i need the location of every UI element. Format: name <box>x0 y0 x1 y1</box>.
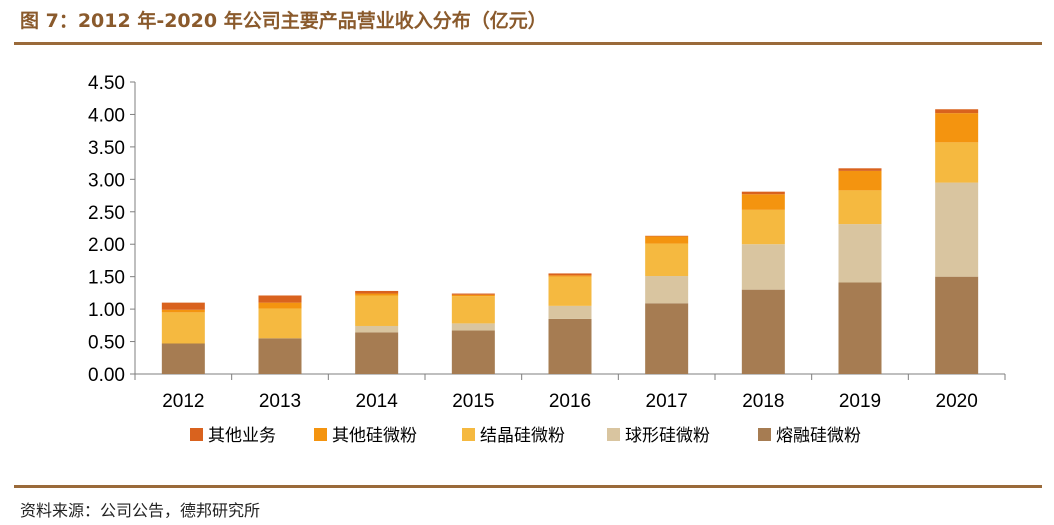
bar-segment <box>258 308 302 339</box>
x-tick-label: 2016 <box>549 391 591 412</box>
bottom-rule <box>14 485 1042 488</box>
x-tick-label: 2019 <box>839 391 881 412</box>
bar-segment <box>838 190 882 225</box>
bar-segment <box>355 325 399 333</box>
legend-label: 其他硅微粉 <box>332 426 417 446</box>
y-tick-label: 0.50 <box>88 333 125 354</box>
bar-segment <box>161 309 205 313</box>
bar-segment <box>741 194 785 210</box>
bar-segment <box>741 244 785 290</box>
bar-segment <box>838 282 882 374</box>
y-tick-label: 1.00 <box>88 300 125 321</box>
legend-label: 结晶硅微粉 <box>480 426 565 446</box>
bar-segment <box>935 276 979 374</box>
bar-segment <box>645 276 689 304</box>
x-axis: 2012 2013 2014 2015 2016 2017 2018 2019 2020 <box>134 373 1006 412</box>
source-note: 资料来源：公司公告，德邦研究所 <box>20 501 261 520</box>
bars <box>161 109 979 374</box>
legend-label: 其他业务 <box>208 426 276 446</box>
y-axis: 0.00 0.50 1.00 1.50 2.00 2.50 3.00 3.50 4.00 4.50 <box>88 73 136 386</box>
y-tick-label: 3.50 <box>88 138 125 159</box>
x-tick-label: 2020 <box>936 391 978 412</box>
legend-swatch <box>190 428 203 441</box>
bar-segment <box>451 323 495 331</box>
bar-segment <box>741 191 785 195</box>
y-tick-label: 2.50 <box>88 203 125 224</box>
bar-segment <box>355 332 399 374</box>
bar-segment <box>645 235 689 237</box>
legend-swatch <box>462 428 475 441</box>
bar-segment <box>935 142 979 183</box>
bar-segment <box>645 303 689 374</box>
legend-swatch <box>607 428 620 441</box>
bar-segment <box>548 276 592 306</box>
legend-swatch <box>758 428 771 441</box>
bar-segment <box>645 236 689 244</box>
x-tick-label: 2012 <box>162 391 204 412</box>
x-tick-label: 2017 <box>646 391 688 412</box>
y-tick-label: 3.00 <box>88 170 125 191</box>
bar-segment <box>258 295 302 303</box>
bar-segment <box>355 293 399 296</box>
y-tick-label: 2.00 <box>88 235 125 256</box>
bar-segment <box>451 296 495 324</box>
legend-swatch <box>314 428 327 441</box>
bar-segment <box>258 338 302 374</box>
bar-segment <box>451 330 495 374</box>
bar-segment <box>741 289 785 374</box>
bar-segment <box>935 182 979 277</box>
bar-segment <box>451 294 495 297</box>
bar-segment <box>548 275 592 277</box>
legend-label: 熔融硅微粉 <box>776 426 861 446</box>
bar-segment <box>355 290 399 294</box>
bar-segment <box>451 293 495 295</box>
top-rule <box>14 42 1042 45</box>
bar-segment <box>548 318 592 374</box>
bar-segment <box>161 312 205 344</box>
y-tick-label: 0.00 <box>88 365 125 386</box>
bar-segment <box>935 113 979 143</box>
bar-segment <box>645 243 689 277</box>
bar-segment <box>935 109 979 114</box>
bar-segment <box>161 343 205 374</box>
bar-segment <box>741 209 785 245</box>
bar-segment <box>838 168 882 171</box>
legend: 其他业务 其他硅微粉 结晶硅微粉 球形硅微粉 熔融硅微粉 <box>190 426 861 446</box>
bar-segment <box>355 295 399 326</box>
x-tick-label: 2014 <box>356 391 399 412</box>
bar-segment <box>258 302 302 309</box>
bar-segment <box>838 170 882 191</box>
bar-segment <box>161 302 205 310</box>
bar-segment <box>548 305 592 319</box>
y-tick-label: 1.50 <box>88 268 125 289</box>
stacked-bar-chart: 0.00 0.50 1.00 1.50 2.00 2.50 3.00 3.50 4.00 4.50… <box>88 73 1006 446</box>
x-tick-label: 2018 <box>742 391 784 412</box>
bar-segment <box>838 224 882 283</box>
chart-title: 图 7：2012 年-2020 年公司主要产品营业收入分布（亿元） <box>20 10 547 32</box>
x-tick-label: 2013 <box>259 391 301 412</box>
bar-segment <box>548 273 592 276</box>
x-tick-label: 2015 <box>452 391 494 412</box>
y-tick-label: 4.50 <box>88 73 125 94</box>
legend-label: 球形硅微粉 <box>625 426 710 446</box>
y-tick-label: 4.00 <box>88 105 125 126</box>
